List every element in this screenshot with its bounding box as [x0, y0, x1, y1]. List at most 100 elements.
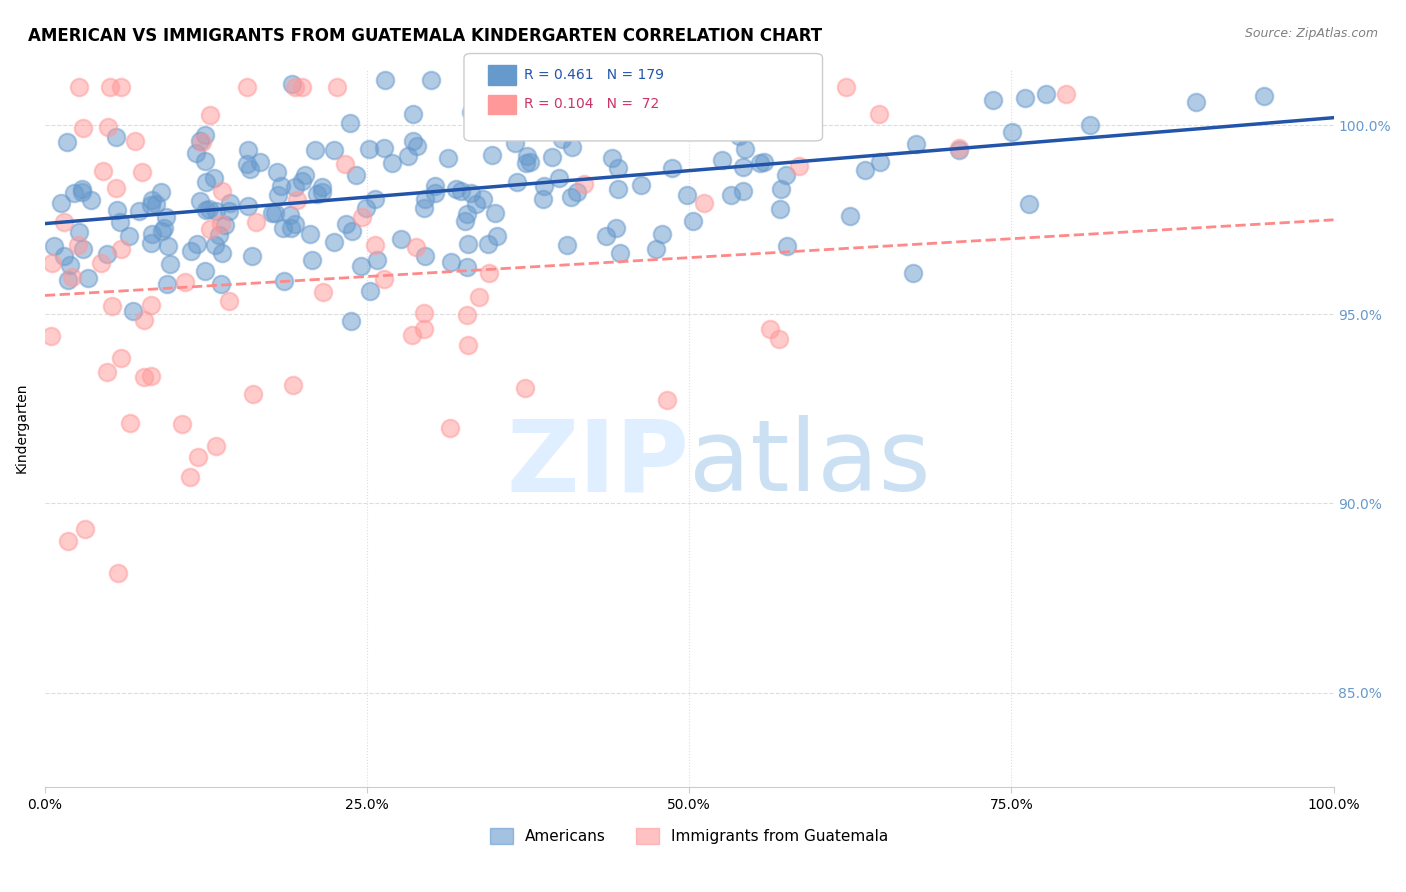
Point: [468, 290, 491, 304]
Point: [481, 147, 503, 161]
Point: [519, 154, 541, 169]
Point: [218, 294, 240, 309]
Point: [194, 153, 217, 168]
Point: [291, 80, 314, 95]
Point: [218, 203, 240, 218]
Point: [513, 381, 536, 395]
Point: [450, 184, 472, 198]
Point: [105, 130, 128, 145]
Point: [661, 161, 683, 175]
Point: [198, 222, 221, 236]
Point: [51, 195, 73, 210]
Point: [214, 219, 236, 233]
Point: [96, 246, 118, 260]
Point: [572, 178, 595, 192]
Point: [425, 186, 447, 201]
Point: [132, 312, 155, 326]
Point: [323, 143, 346, 157]
Point: [139, 368, 162, 383]
Point: [1001, 126, 1024, 140]
Point: [769, 202, 792, 216]
Point: [405, 239, 427, 253]
Point: [768, 332, 790, 346]
Point: [540, 149, 562, 163]
Point: [340, 314, 363, 328]
Point: [211, 184, 233, 198]
Point: [52, 249, 75, 263]
Point: [607, 161, 630, 175]
Point: [657, 393, 679, 408]
Point: [70, 185, 93, 199]
Point: [198, 202, 221, 216]
Point: [551, 132, 574, 146]
Point: [284, 217, 307, 231]
Point: [609, 246, 631, 260]
Point: [335, 217, 357, 231]
Point: [198, 108, 221, 122]
Point: [402, 107, 425, 121]
Text: Source: ZipAtlas.com: Source: ZipAtlas.com: [1244, 27, 1378, 40]
Y-axis label: Kindergarten: Kindergarten: [15, 383, 30, 473]
Point: [948, 143, 970, 157]
Point: [413, 192, 436, 206]
Point: [305, 187, 328, 202]
Point: [194, 175, 217, 189]
Point: [285, 193, 308, 207]
Point: [374, 73, 396, 87]
Point: [311, 186, 333, 200]
Point: [121, 304, 143, 318]
Point: [373, 141, 395, 155]
Point: [242, 387, 264, 401]
Point: [339, 116, 361, 130]
Point: [1078, 119, 1101, 133]
Point: [284, 180, 307, 194]
Point: [180, 244, 202, 258]
Point: [359, 284, 381, 298]
Point: [96, 365, 118, 379]
Point: [396, 149, 419, 163]
Point: [67, 225, 90, 239]
Point: [565, 124, 588, 138]
Text: R = 0.461   N = 179: R = 0.461 N = 179: [524, 68, 665, 82]
Point: [420, 73, 443, 87]
Point: [605, 220, 627, 235]
Point: [728, 76, 751, 90]
Point: [141, 193, 163, 207]
Point: [90, 255, 112, 269]
Point: [595, 228, 617, 243]
Point: [412, 306, 434, 320]
Point: [245, 215, 267, 229]
Point: [472, 192, 495, 206]
Point: [344, 168, 367, 182]
Point: [266, 188, 288, 202]
Point: [238, 199, 260, 213]
Point: [298, 227, 321, 241]
Point: [301, 253, 323, 268]
Point: [366, 253, 388, 268]
Point: [607, 80, 630, 95]
Point: [340, 224, 363, 238]
Point: [235, 80, 257, 95]
Point: [503, 136, 526, 150]
Point: [284, 80, 307, 95]
Point: [425, 178, 447, 193]
Point: [209, 277, 232, 292]
Point: [159, 256, 181, 270]
Point: [555, 237, 578, 252]
Point: [108, 215, 131, 229]
Point: [565, 185, 588, 199]
Point: [179, 469, 201, 483]
Point: [749, 156, 772, 170]
Point: [506, 175, 529, 189]
Point: [67, 80, 90, 95]
Point: [131, 165, 153, 179]
Text: ZIP: ZIP: [506, 416, 689, 512]
Point: [752, 154, 775, 169]
Point: [53, 215, 76, 229]
Point: [266, 165, 288, 179]
Point: [263, 206, 285, 220]
Point: [141, 236, 163, 251]
Point: [280, 221, 302, 235]
Point: [77, 271, 100, 285]
Point: [440, 254, 463, 268]
